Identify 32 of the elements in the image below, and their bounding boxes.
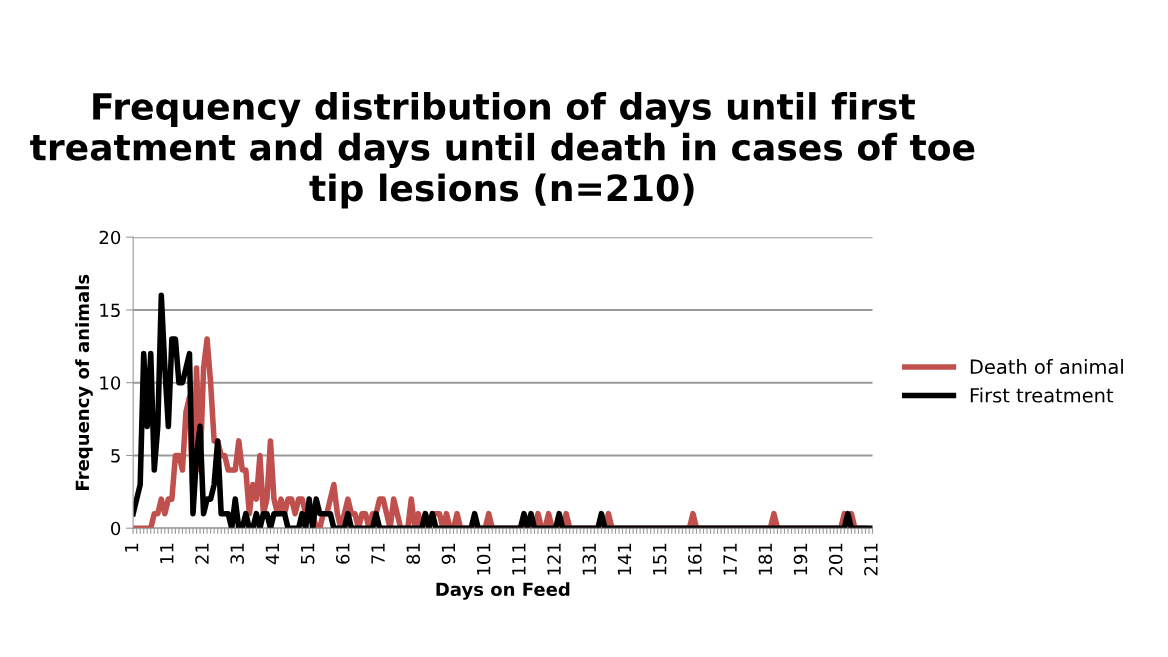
x-tick-label: 141	[617, 543, 632, 575]
x-tick-label: 201	[828, 543, 843, 576]
x-tick-label: 21	[195, 543, 209, 564]
y-axis-title: Frequency of animals	[75, 274, 93, 490]
x-tick-label: 11	[160, 543, 174, 564]
x-tick-label: 151	[653, 543, 667, 575]
y-tick-label: 10	[100, 376, 121, 390]
x-tick-label: 181	[758, 543, 773, 575]
x-tick-label: 51	[301, 543, 315, 564]
x-tick-label: 111	[512, 543, 526, 575]
legend-label: First treatment	[970, 387, 1114, 403]
x-tick-label: 61	[335, 543, 350, 564]
x-tick-label: 131	[582, 543, 597, 575]
chart-title: Frequency distribution of days until first treatment and days until death in cases of toe tip lesions (n=210)	[30, 92, 975, 209]
y-tick-label: 0	[111, 521, 121, 536]
x-tick-label: 1	[124, 543, 139, 552]
x-tick-label: 161	[688, 543, 702, 575]
y-tick-label: 15	[100, 303, 120, 318]
x-tick-label: 81	[406, 543, 421, 564]
y-tick-label: 20	[99, 230, 121, 245]
x-tick-label: 31	[230, 543, 245, 564]
x-tick-label: 191	[793, 543, 808, 575]
legend-label: Death of animal	[970, 359, 1123, 375]
x-tick-label: 41	[265, 543, 279, 565]
x-tick-label: 171	[723, 543, 737, 575]
x-tick-label: 71	[371, 543, 385, 564]
x-tick-label: 101	[476, 543, 491, 575]
y-tick-label: 5	[111, 449, 120, 463]
x-tick-label: 91	[441, 543, 456, 564]
x-axis-title: Days on Feed	[436, 582, 570, 600]
x-tick-label: 121	[547, 543, 561, 575]
x-tick-label: 211	[864, 543, 878, 576]
